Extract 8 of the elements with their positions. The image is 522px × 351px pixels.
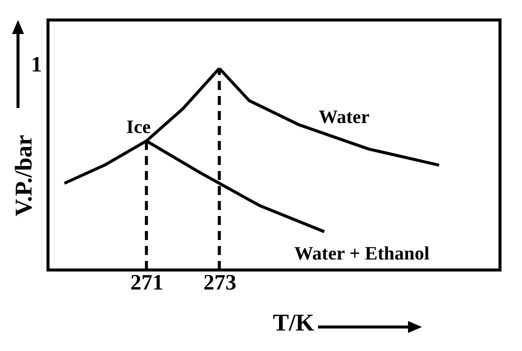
series-label: Water + Ethanol [294,244,430,265]
y-axis-title: V.P./bar [12,134,38,216]
x-tick-label: 271 [130,270,164,294]
series-label: Water [318,107,370,128]
x-tick-label: 273 [203,270,236,294]
text: 1 [31,51,42,76]
series-label: Ice [126,116,151,138]
x-axis-title: T/K [272,310,315,336]
